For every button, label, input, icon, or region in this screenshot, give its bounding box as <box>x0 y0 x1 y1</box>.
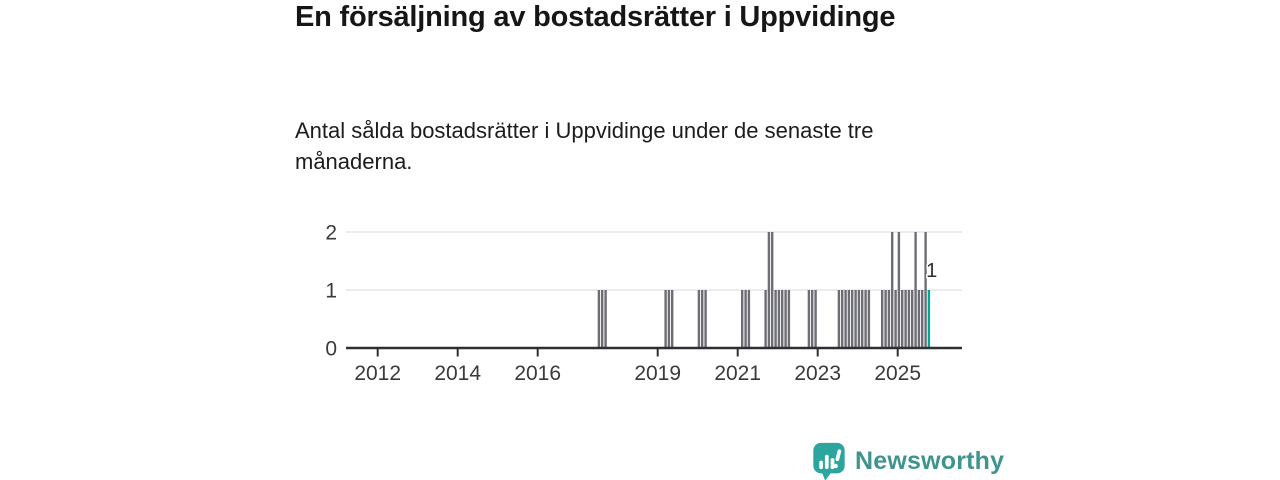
bar <box>667 290 671 348</box>
x-tick-label: 2023 <box>794 362 841 385</box>
bar <box>741 290 744 348</box>
x-tick-label: 2014 <box>434 362 481 385</box>
bar <box>867 290 871 348</box>
bar <box>747 290 751 348</box>
bar <box>904 290 907 348</box>
bar <box>604 290 607 348</box>
bar <box>807 290 811 348</box>
bar <box>864 290 867 348</box>
bar <box>697 290 701 348</box>
x-tick-label: 2021 <box>714 362 761 385</box>
newsworthy-bubble-chart-icon <box>813 442 845 480</box>
newsworthy-logo: Newsworthy <box>812 442 1004 480</box>
bar <box>811 290 814 348</box>
y-tick-label: 1 <box>325 280 337 303</box>
x-tick-label: 2012 <box>354 362 401 385</box>
bar <box>814 290 817 348</box>
chart-title: En försäljning av bostadsrätter i Uppvid… <box>295 1 896 33</box>
sales-bar-chart: 0 1 2 2012 2014 2016 2019 2021 2023 2025 1 <box>315 218 975 398</box>
bar <box>881 290 884 348</box>
bar <box>701 290 704 348</box>
chart-subtitle: Antal sålda bostadsrätter i Uppvidinge u… <box>295 118 874 174</box>
bar <box>847 290 851 348</box>
bar <box>924 232 927 348</box>
bar <box>914 232 917 348</box>
x-tick-label: 2016 <box>514 362 561 385</box>
bar <box>777 290 781 348</box>
bar <box>884 290 887 348</box>
bar <box>844 290 847 348</box>
bar <box>917 290 921 348</box>
bar <box>671 290 674 348</box>
x-tick-label: 2025 <box>874 362 921 385</box>
bar <box>664 290 667 348</box>
bar <box>771 232 774 348</box>
bar <box>601 290 604 348</box>
bar <box>921 290 924 348</box>
bar <box>781 290 784 348</box>
bar <box>764 290 767 348</box>
bar <box>897 232 901 348</box>
bar <box>704 290 707 348</box>
bar <box>784 290 787 348</box>
bar <box>907 290 911 348</box>
bar <box>861 290 864 348</box>
bar <box>911 290 914 348</box>
bar <box>744 290 747 348</box>
last-value-label: 1 <box>926 260 937 282</box>
bar <box>774 290 777 348</box>
bar <box>891 232 894 348</box>
y-tick-label: 0 <box>325 338 337 361</box>
bar <box>854 290 857 348</box>
bar <box>901 290 904 348</box>
bar <box>787 290 791 348</box>
newsworthy-wordmark: Newsworthy <box>855 447 1005 475</box>
y-tick-label: 2 <box>325 222 337 245</box>
bar <box>894 290 897 348</box>
bar-chart-svg: 0 1 2 2012 2014 2016 2019 2021 2023 2025 1 <box>325 222 962 385</box>
bar <box>887 290 891 348</box>
bar-highlight <box>927 290 931 348</box>
x-tick-label: 2019 <box>634 362 681 385</box>
bar <box>597 290 601 348</box>
bar <box>857 290 861 348</box>
bar <box>837 290 841 348</box>
bar <box>841 290 844 348</box>
bar <box>767 232 771 348</box>
bar <box>851 290 854 348</box>
